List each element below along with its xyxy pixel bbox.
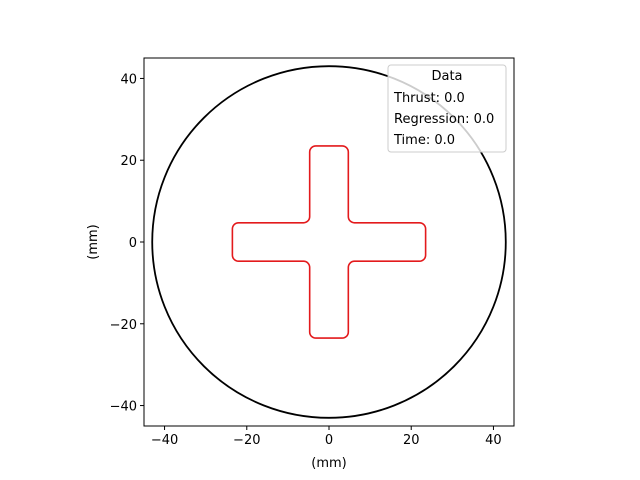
x-tick-label: 40 — [485, 433, 502, 448]
y-tick-label: 20 — [120, 154, 137, 169]
x-axis-label: (mm) — [311, 456, 346, 471]
y-tick-label: −40 — [110, 400, 137, 415]
y-tick-label: 40 — [120, 72, 137, 87]
x-tick-label: −20 — [233, 433, 260, 448]
legend-entry-time: Time: 0.0 — [393, 133, 455, 148]
x-tick-label: 20 — [403, 433, 420, 448]
plot-area — [151, 65, 507, 419]
x-tick-label: −40 — [151, 433, 178, 448]
legend-box — [387, 64, 507, 153]
legend-entry-thrust: Thrust: 0.0 — [393, 91, 465, 106]
y-axis-label: (mm) — [86, 224, 101, 259]
x-tick-label: 0 — [325, 433, 333, 448]
y-tick-label: −20 — [110, 318, 137, 333]
legend-title: Data — [431, 69, 462, 84]
legend-entry-regression: Regression: 0.0 — [394, 112, 494, 127]
grain-cross-outline — [231, 145, 427, 339]
legend: Data Thrust: 0.0 Regression: 0.0 Time: 0… — [387, 64, 507, 153]
y-tick-label: 0 — [129, 236, 137, 251]
axis-ticks: −40 −20 0 20 40 −40 −20 0 20 40 — [110, 72, 502, 448]
casing-circle — [151, 65, 507, 419]
